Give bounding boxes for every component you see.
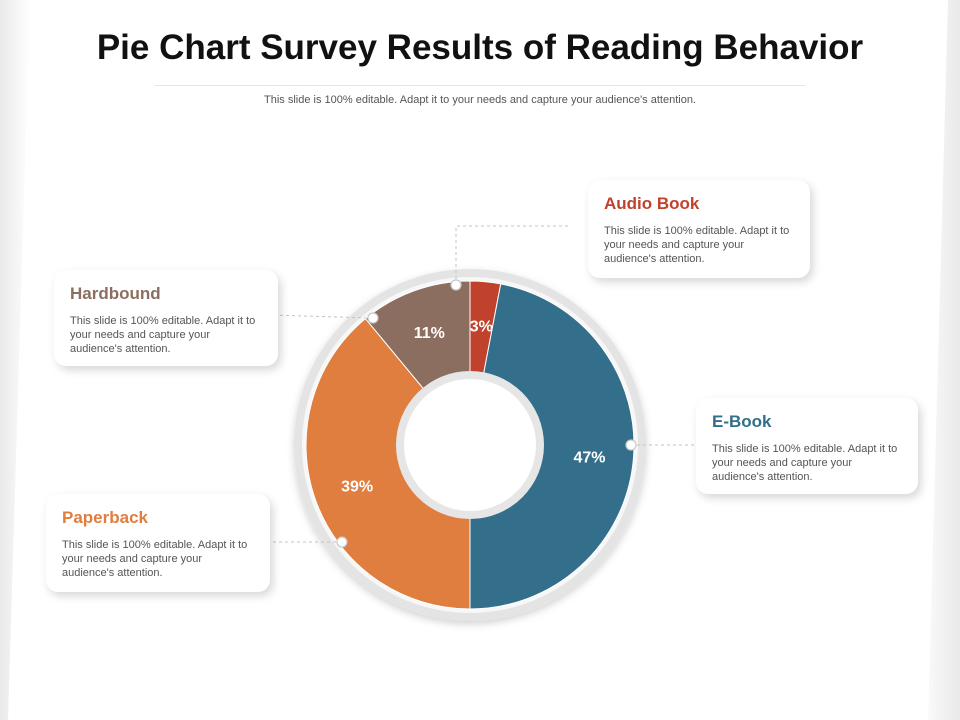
paperback-title: Paperback: [62, 508, 148, 527]
legend-card-paperback: Paperback This slide is 100% editable. A…: [46, 494, 270, 592]
slice-label-paperback: 39%: [341, 479, 373, 496]
page-title: Pie Chart Survey Results of Reading Beha…: [96, 28, 864, 67]
hardbound-title: Hardbound: [70, 284, 161, 303]
pie-slices: [305, 280, 635, 610]
hardbound-text: This slide is 100% editable. Adapt it to…: [70, 315, 256, 355]
connector-dot-ebook: [625, 439, 637, 451]
title-divider: [155, 85, 805, 86]
ebook-text: This slide is 100% editable. Adapt it to…: [712, 443, 898, 483]
leader-line-audio: [455, 225, 568, 285]
legend-card-hardbound: Hardbound This slide is 100% editable. A…: [54, 270, 278, 366]
paperback-text: This slide is 100% editable. Adapt it to…: [62, 539, 248, 579]
legend-card-ebook: E-Book This slide is 100% editable. Adap…: [696, 398, 918, 494]
audio-book-text: This slide is 100% editable. Adapt it to…: [604, 225, 790, 265]
ebook-title: E-Book: [712, 412, 772, 431]
leader-line-hardbound: [269, 314, 374, 319]
connector-dot-paperback: [336, 536, 348, 548]
chart-center-hole: [404, 379, 536, 511]
connector-dot-hardbound: [367, 312, 379, 324]
slice-label-e-book: 47%: [573, 449, 605, 466]
slice-label-audio-book: 3%: [470, 319, 493, 336]
connector-dots: [336, 279, 637, 548]
slice-label-hardbound: 11%: [414, 325, 445, 342]
slice-labels: 3% 47% 39% 11%: [341, 319, 605, 496]
legend-card-audio-book: Audio Book This slide is 100% editable. …: [588, 180, 810, 278]
audio-book-title: Audio Book: [604, 194, 700, 213]
leader-lines: [269, 225, 700, 543]
page-subtitle: This slide is 100% editable. Adapt it to…: [264, 94, 696, 106]
connector-dot-audio: [450, 279, 462, 291]
